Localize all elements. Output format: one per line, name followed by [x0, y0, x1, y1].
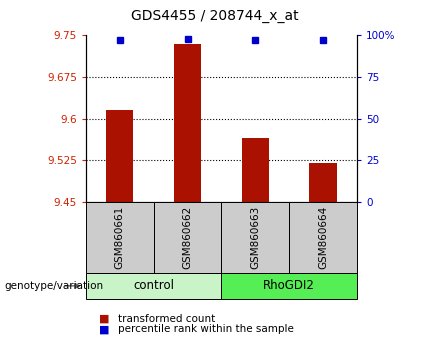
Text: RhoGDI2: RhoGDI2 [263, 279, 315, 292]
Text: ■: ■ [99, 324, 109, 334]
Text: control: control [133, 279, 174, 292]
Text: genotype/variation: genotype/variation [4, 281, 104, 291]
Text: GSM860662: GSM860662 [183, 206, 193, 269]
Bar [310, 163, 337, 202]
Text: percentile rank within the sample: percentile rank within the sample [118, 324, 294, 334]
Text: GDS4455 / 208744_x_at: GDS4455 / 208744_x_at [131, 9, 299, 23]
Text: GSM860661: GSM860661 [115, 206, 125, 269]
Text: GSM860663: GSM860663 [250, 206, 260, 269]
Bar [174, 44, 201, 202]
Text: ■: ■ [99, 314, 109, 324]
Bar [106, 110, 133, 202]
Text: GSM860664: GSM860664 [318, 206, 328, 269]
Bar [242, 138, 269, 202]
Text: transformed count: transformed count [118, 314, 215, 324]
